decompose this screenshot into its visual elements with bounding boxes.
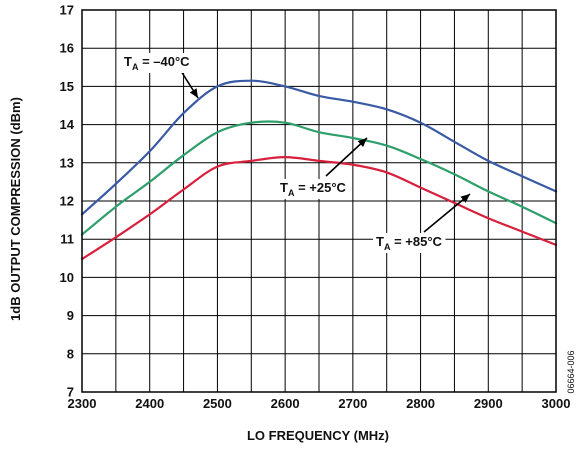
y-tick-label: 15 — [60, 79, 74, 94]
y-tick-label: 8 — [67, 346, 74, 361]
series-layer — [80, 79, 558, 261]
series-line-1 — [80, 79, 558, 216]
annotation-label-3: TA = +85°C — [373, 193, 471, 253]
x-tick-label: 2700 — [338, 396, 367, 411]
grid — [81, 9, 557, 393]
y-tick-label: 13 — [60, 155, 74, 170]
y-axis-label: 1dB OUTPUT COMPRESSION (dBm) — [8, 97, 23, 321]
arrowhead-icon — [189, 88, 198, 98]
x-tick-label: 2400 — [135, 396, 164, 411]
annotation-text-3: TA = +85°C — [376, 234, 443, 252]
annotation-arrow-2 — [325, 137, 368, 177]
series-line-3 — [80, 156, 558, 261]
y-tick-label: 17 — [60, 3, 74, 18]
annotation-background — [277, 179, 350, 199]
y-tick-label: 9 — [67, 308, 74, 323]
annotations: TA = –40°C TA = +25°C TA = +85°C — [121, 53, 471, 253]
y-tick-label: 7 — [67, 385, 74, 400]
annotation-background — [121, 53, 194, 73]
arrowhead-icon — [357, 138, 367, 148]
x-tick-label: 2600 — [271, 396, 300, 411]
annotation-background — [373, 233, 446, 253]
annotation-text-1: TA = –40°C — [124, 54, 190, 72]
y-tick-label: 14 — [60, 117, 75, 132]
tick-labels: 2300 2400 2500 2600 2700 2800 2900 3000 7 8 9 10 11 1… — [60, 3, 571, 412]
series-line-2 — [80, 120, 558, 236]
x-tick-label: 2800 — [406, 396, 435, 411]
y-tick-label: 16 — [60, 41, 74, 56]
y-tick-label: 12 — [60, 194, 74, 209]
annotation-label-1: TA = –40°C — [121, 53, 199, 99]
annotation-arrow-3 — [423, 193, 471, 233]
x-tick-label: 3000 — [542, 396, 571, 411]
annotation-text-2: TA = +25°C — [280, 180, 347, 198]
plot-frame — [81, 9, 557, 393]
y-tick-label: 10 — [60, 270, 74, 285]
arrowhead-icon — [460, 194, 470, 203]
x-axis-label: LO FREQUENCY (MHz) — [247, 428, 389, 443]
x-tick-label: 2900 — [474, 396, 503, 411]
x-tick-label: 2500 — [203, 396, 232, 411]
figure-id: 06664-006 — [566, 350, 576, 393]
y-tick-label: 11 — [60, 232, 74, 247]
x-tick-label: 2300 — [68, 396, 97, 411]
annotation-label-2: TA = +25°C — [277, 137, 368, 199]
